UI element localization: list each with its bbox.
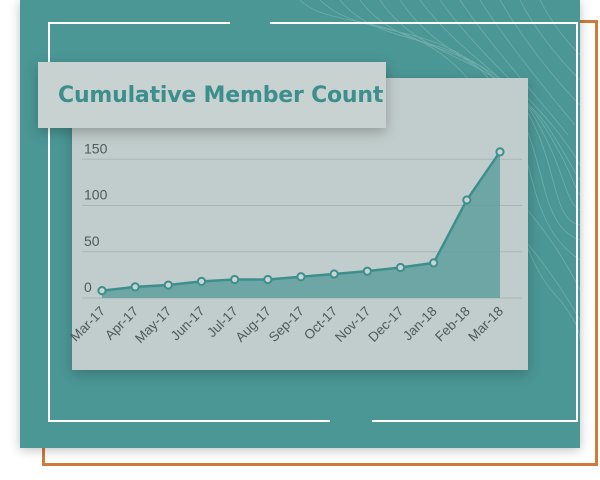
data-point-mar-18 <box>495 147 505 157</box>
y-tick-label: 100 <box>84 187 108 203</box>
data-point-dec-17 <box>395 262 406 273</box>
data-point-jul-17 <box>230 274 240 285</box>
data-point-jan-18 <box>429 258 439 268</box>
frame-gap-bottom <box>330 419 372 425</box>
x-tick-label: Mar-18 <box>465 304 506 345</box>
data-point-oct-17 <box>329 269 339 279</box>
data-point-may-17 <box>163 280 173 290</box>
data-point-nov-17 <box>362 266 372 276</box>
x-axis-ticks: Mar-17Apr-17May-17Jun-17Jul-17Aug-17Sep-… <box>67 304 506 346</box>
x-tick-label: Aug-17 <box>233 304 274 345</box>
area-fill <box>102 151 500 298</box>
x-tick-label: Feb-18 <box>432 304 473 345</box>
x-tick-label: Mar-17 <box>67 304 108 345</box>
x-tick-label: Dec-17 <box>365 304 406 345</box>
y-tick-label: 150 <box>84 140 108 156</box>
y-axis-ticks: 0 50 100 150 <box>84 140 108 295</box>
data-point-apr-17 <box>130 282 140 292</box>
x-tick-label: Sep-17 <box>266 304 307 345</box>
data-point-jun-17 <box>196 276 207 286</box>
title-box: Cumulative Member Count <box>38 62 386 128</box>
area-fill-shape <box>102 151 500 298</box>
x-tick-label: Jan-18 <box>400 304 440 344</box>
x-tick-label: Jun-17 <box>168 304 208 344</box>
decorative-white-frame <box>48 22 578 422</box>
frame-gap-top <box>230 19 270 25</box>
data-point-aug-17 <box>263 274 273 285</box>
chart-title: Cumulative Member Count <box>58 82 384 108</box>
data-point-mar-17 <box>97 286 107 296</box>
x-tick-label: May-17 <box>132 304 174 346</box>
data-point-feb-18 <box>462 195 472 205</box>
y-tick-label: 50 <box>84 233 100 249</box>
data-point-sep-17 <box>296 272 306 282</box>
data-markers <box>97 147 505 296</box>
y-tick-label: 0 <box>84 279 92 295</box>
x-tick-label: Nov-17 <box>332 304 373 345</box>
